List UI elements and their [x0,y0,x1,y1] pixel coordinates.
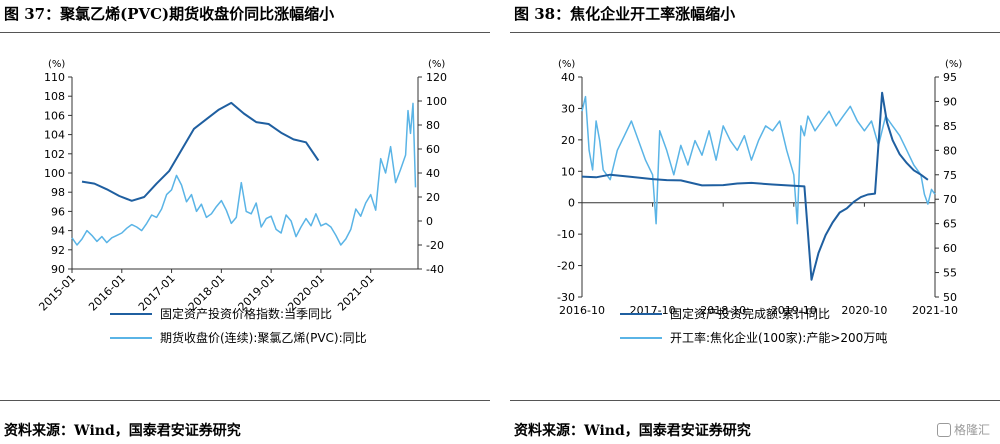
series-line-dark [81,101,320,202]
x-tick-label: 2019-10 [771,304,817,317]
right-tick-label: 55 [943,267,957,280]
legend-swatch [620,336,662,339]
legend-label: 开工率:焦化企业(100家):产能>200万吨 [670,331,888,345]
legend-item: 期货收盘价(连续):聚氯乙烯(PVC):同比 [110,329,367,346]
left-tick-label: 10 [561,165,575,178]
legend-label: 固定资产投资完成额:累计同比 [670,307,831,321]
title-divider [510,32,1000,33]
chart-title: 图 38：焦化企业开工率涨幅缩小 [514,5,736,23]
chart-svg: (%) (%) 90 92 94 96 98 100 102 104 106 108 110 -40 -20… [36,59,447,314]
right-tick-label: 65 [943,218,957,231]
left-tick-label: 108 [44,90,65,103]
left-tick-label: 96 [51,205,65,218]
watermark-text: 格隆汇 [953,423,990,437]
right-tick-label: 120 [426,71,447,84]
right-tick-label: 20 [426,191,440,204]
source-divider [0,400,490,401]
left-tick-label: 102 [44,148,65,161]
right-tick-label: 70 [943,193,957,206]
legend-item: 固定资产投资价格指数:当季同比 [110,305,332,322]
left-tick-label: 0 [568,197,575,210]
legend-item: 固定资产投资完成额:累计同比 [620,305,830,322]
right-tick-label: -20 [426,239,444,252]
right-tick-label: 60 [426,143,440,156]
x-tick-label: 2015-01 [36,272,78,314]
chart-title: 图 37：聚氯乙烯(PVC)期货收盘价同比涨幅缩小 [4,5,335,23]
x-tick-label: 2018-10 [700,304,746,317]
left-tick-label: 30 [561,102,575,115]
right-tick-label: 40 [426,167,440,180]
right-tick-label: 100 [426,95,447,108]
right-tick-label: 90 [943,95,957,108]
chart-panel-left: 图 37：聚氯乙烯(PVC)期货收盘价同比涨幅缩小 (%) (%) 90 92 94 96… [0,0,490,444]
right-tick-label: 80 [943,144,957,157]
legend-item: 开工率:焦化企业(100家):产能>200万吨 [620,329,887,346]
right-unit-label: (%) [428,59,445,70]
series-line-light [581,95,936,225]
x-tick-label: 2020-10 [841,304,887,317]
left-tick-label: 98 [51,186,65,199]
legend-swatch [110,312,152,315]
x-tick-label: 2021-10 [912,304,958,317]
left-tick-label: 90 [51,263,65,276]
x-tick-label: 2016-10 [559,304,605,317]
left-tick-label: 40 [561,71,575,84]
chart-svg: (%) (%) -30 -20 -10 0 10 20 30 40 50 55 60 65 70 75 80 85… [557,59,962,317]
left-tick-label: -30 [557,291,575,304]
left-tick-label: 20 [561,134,575,147]
x-tick-label: 2021-01 [335,272,377,314]
legend-swatch [110,336,152,339]
left-tick-label: 92 [51,244,65,257]
series-line-dark [581,91,929,281]
chart-panel-right: 图 38：焦化企业开工率涨幅缩小 (%) (%) -30 -20 -10 0 10 20 30 4… [510,0,1000,444]
left-tick-label: -20 [557,260,575,273]
left-tick-label: -10 [557,228,575,241]
legend-label: 固定资产投资价格指数:当季同比 [160,307,333,321]
source-note: 资料来源：Wind，国泰君安证券研究 [4,423,241,439]
left-unit-label: (%) [558,59,575,70]
right-tick-label: 50 [943,291,957,304]
series-line-light [71,102,417,246]
left-unit-label: (%) [48,59,65,70]
left-tick-label: 94 [51,225,65,238]
title-divider [0,32,490,33]
right-tick-label: 0 [426,215,433,228]
right-tick-label: 85 [943,120,957,133]
right-tick-label: 60 [943,242,957,255]
left-tick-label: 100 [44,167,65,180]
right-tick-label: 95 [943,71,957,84]
watermark-logo-icon [936,422,951,437]
watermark: 格隆汇 [936,421,990,438]
right-tick-label: 80 [426,119,440,132]
chart-area: (%) (%) -30 -20 -10 0 10 20 30 40 50 55 60 65 70 75 80 85… [510,34,1000,394]
legend-swatch [620,312,662,315]
source-divider [510,400,1000,401]
chart-area: (%) (%) 90 92 94 96 98 100 102 104 106 108 110 -40 -20… [0,34,490,394]
right-unit-label: (%) [945,59,962,70]
right-tick-label: 75 [943,169,957,182]
legend-label: 期货收盘价(连续):聚氯乙烯(PVC):同比 [160,331,367,345]
left-tick-label: 110 [44,71,65,84]
right-tick-label: -40 [426,263,444,276]
source-note: 资料来源：Wind，国泰君安证券研究 [514,423,751,439]
left-tick-label: 106 [44,109,65,122]
left-tick-label: 104 [44,129,65,142]
